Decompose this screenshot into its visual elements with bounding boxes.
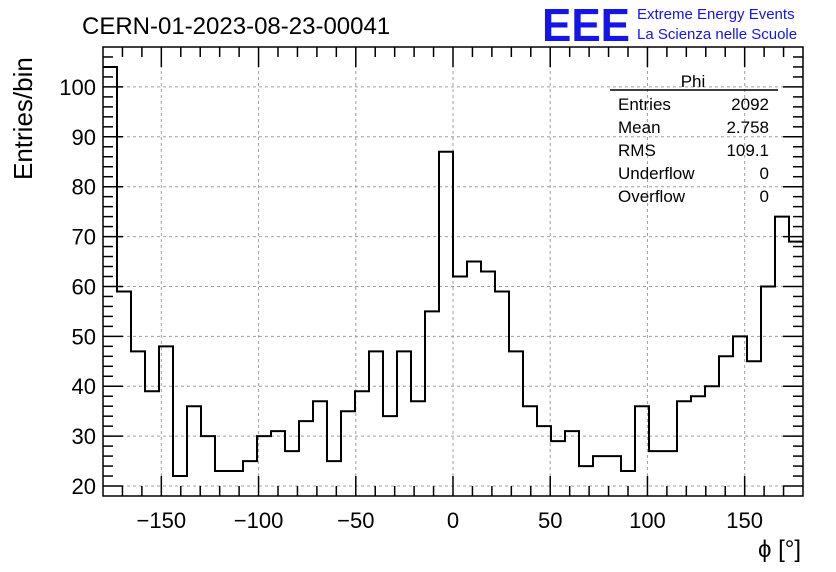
logo-line-2: La Scienza nelle Scuole	[637, 26, 797, 43]
stats-value: 0	[760, 164, 769, 183]
stats-label: Overflow	[618, 187, 686, 206]
run-title: CERN-01-2023-08-23-00041	[82, 13, 390, 40]
y-tick-label: 100	[59, 75, 96, 100]
logo-mark: EEE	[542, 0, 630, 51]
logo-line-1: Extreme Energy Events	[637, 6, 795, 23]
y-tick-label: 50	[72, 324, 96, 349]
x-tick-labels: −150 −100 −50 0 50 100 150	[137, 508, 763, 533]
x-tick-label: −150	[137, 508, 187, 533]
y-axis-title: Entries/bin	[8, 57, 38, 180]
x-tick-label: 50	[538, 508, 562, 533]
stats-value: 0	[760, 187, 769, 206]
y-tick-label: 60	[72, 274, 96, 299]
stats-label: Mean	[618, 118, 661, 137]
stats-label: RMS	[618, 141, 656, 160]
y-tick-label: 30	[72, 424, 96, 449]
y-tick-label: 20	[72, 474, 96, 499]
axis-ticks	[103, 47, 803, 496]
stats-value: 109.1	[726, 141, 769, 160]
y-tick-label: 40	[72, 374, 96, 399]
x-tick-label: 0	[447, 508, 459, 533]
y-tick-label: 90	[72, 125, 96, 150]
x-tick-label: 100	[629, 508, 666, 533]
stats-value: 2092	[731, 95, 769, 114]
x-axis-title: ϕ [°]	[758, 536, 801, 563]
histogram-line	[103, 65, 803, 478]
stats-box: Phi Entries 2092 Mean 2.758 RMS 109.1 Underflo…	[610, 72, 778, 206]
x-tick-label: 150	[726, 508, 763, 533]
x-tick-label: −100	[234, 508, 284, 533]
stats-label: Entries	[618, 95, 671, 114]
x-tick-label: −50	[337, 508, 374, 533]
y-tick-labels: 20 30 40 50 60 70 80 90 100	[59, 75, 96, 499]
y-tick-label: 70	[72, 225, 96, 250]
stats-value: 2.758	[726, 118, 769, 137]
stats-title: Phi	[681, 72, 706, 91]
eee-logo: EEE Extreme Energy Events La Scienza nel…	[542, 0, 797, 51]
y-tick-label: 80	[72, 175, 96, 200]
stats-label: Underflow	[618, 164, 695, 183]
